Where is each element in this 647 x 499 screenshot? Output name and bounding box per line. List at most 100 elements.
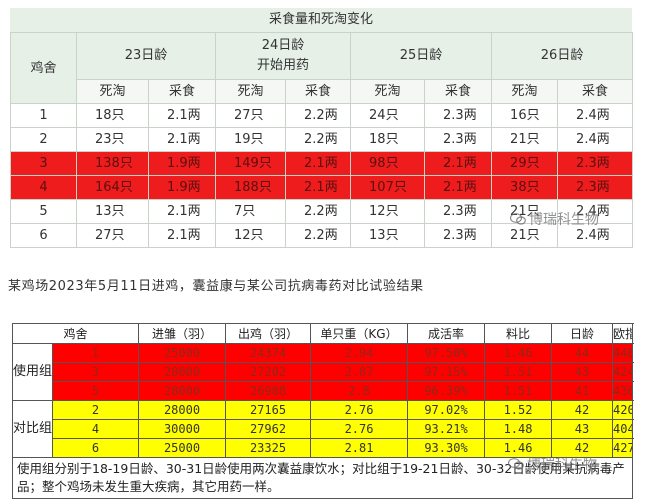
start-medication-note: 开始用药 [257, 58, 310, 73]
death-count-cell: 188只 [215, 175, 287, 200]
results-cell: 97.15% [407, 362, 486, 382]
results-cell: 1.46 [484, 343, 553, 363]
results-cell: 448 [612, 343, 634, 363]
coop-number: 6 [10, 223, 77, 248]
death-count-cell: 107只 [350, 175, 426, 200]
death-count-cell: 23只 [76, 127, 149, 152]
day-label: 26日龄 [540, 48, 584, 63]
day-label: 25日龄 [399, 48, 443, 63]
results-cell: 41 [551, 381, 614, 401]
feed-intake-cell: 2.1两 [147, 223, 217, 248]
results-cell: 28000 [138, 362, 227, 382]
feed-intake-cell: 2.1两 [424, 175, 493, 200]
results-cell: 27202 [225, 362, 312, 382]
control-group-label: 对比组 [12, 400, 53, 458]
results-cell: 43 [551, 419, 614, 439]
results-cell: 93.21% [407, 419, 486, 439]
results-cell: 404 [612, 419, 634, 439]
death-count-cell: 12只 [215, 223, 287, 248]
day-header-24: 24日龄 开始用药 [215, 32, 352, 80]
feed-intake-cell: 2.1两 [424, 151, 493, 176]
day-header-26: 26日龄 [491, 32, 634, 80]
death-count-cell: 18只 [350, 127, 426, 152]
feed-intake-cell: 2.1两 [285, 151, 352, 176]
sub-header-row: 死淘 采食 死淘 采食 死淘 采食 死淘 采食 [11, 79, 634, 104]
death-count-cell: 13只 [350, 223, 426, 248]
feed-intake-cell: 2.3两 [557, 175, 634, 200]
results-cell: 2.94 [310, 343, 409, 363]
results-cell: 28000 [138, 400, 227, 420]
results-cell: 97.50% [407, 343, 486, 363]
results-cell: 2.87 [310, 362, 409, 382]
day-label: 24日龄 [261, 38, 305, 53]
watermark-lower: 博瑞科生物 [508, 454, 597, 474]
results-cell: 427 [612, 438, 634, 458]
coop-row: 2 23只 2.1两 19只 2.2两 18只 2.3两 21只 2.4两 [10, 127, 634, 152]
death-count-cell: 24只 [350, 103, 426, 128]
death-count-cell: 98只 [350, 151, 426, 176]
day-header-23: 23日龄 [75, 32, 217, 80]
death-count-cell: 21只 [491, 223, 559, 248]
coop-header: 鸡舍 [10, 32, 77, 104]
death-header: 死淘 [491, 79, 559, 104]
results-cell: 23325 [225, 438, 312, 458]
results-cell: 2.76 [310, 419, 409, 439]
watermark-text: 博瑞科生物 [527, 457, 597, 473]
death-count-cell: 164只 [76, 175, 149, 200]
results-cell: 2.81 [310, 438, 409, 458]
results-cell: 1.51 [484, 362, 553, 382]
results-column-header: 欧指 [612, 323, 634, 344]
feed-intake-cell: 2.2两 [285, 127, 352, 152]
feed-header: 采食 [147, 79, 217, 104]
feed-mortality-table-panel: 采食量和死淘变化 鸡舍 23日龄 24日龄 开始用药 25日龄 26日龄 死淘 … [10, 8, 634, 248]
results-cell: 420 [612, 400, 634, 420]
feed-intake-cell: 2.4两 [557, 199, 634, 224]
feed-intake-cell: 2.1两 [147, 103, 217, 128]
feed-intake-cell: 2.3两 [557, 151, 634, 176]
results-cell: 44 [551, 343, 614, 363]
feed-mortality-table: 鸡舍 23日龄 24日龄 开始用药 25日龄 26日龄 死淘 采食 死淘 采食 … [10, 32, 634, 248]
feed-intake-cell: 2.1两 [285, 175, 352, 200]
results-cell: 24374 [225, 343, 312, 363]
death-count-cell: 149只 [215, 151, 287, 176]
results-cell: 27165 [225, 400, 312, 420]
results-cell: 1 [51, 343, 140, 363]
results-column-header: 单只重（KG） [310, 323, 409, 344]
watermark-upper: 博瑞科生物 [510, 209, 599, 229]
results-cell: 5 [51, 381, 140, 401]
results-cell: 4 [51, 419, 140, 439]
experiment-caption: 某鸡场2023年5月11日进鸡，囊益康与某公司抗病毒药对比试验结果 [8, 279, 424, 294]
results-cell: 93.30% [407, 438, 486, 458]
results-cell: 2.76 [310, 400, 409, 420]
death-count-cell: 7只 [215, 199, 287, 224]
coop-number: 5 [10, 199, 77, 224]
feed-intake-cell: 1.9两 [147, 151, 217, 176]
feed-intake-cell: 2.4两 [557, 127, 634, 152]
feed-header: 采食 [557, 79, 634, 104]
usage-note: 使用组分别于18-19日龄、30-31日龄使用两次囊益康饮水；对比组于19-21… [11, 457, 634, 499]
results-cell: 1.48 [484, 419, 553, 439]
watermark-text: 博瑞科生物 [529, 212, 599, 228]
death-count-cell: 27只 [76, 223, 149, 248]
results-cell: 27962 [225, 419, 312, 439]
death-count-cell: 12只 [350, 199, 426, 224]
death-count-cell: 21只 [491, 199, 559, 224]
day-label: 23日龄 [124, 48, 168, 63]
death-count-cell: 138只 [76, 151, 149, 176]
death-count-cell: 21只 [491, 127, 559, 152]
death-count-cell: 27只 [215, 103, 287, 128]
feed-intake-cell: 2.2两 [285, 103, 352, 128]
coop-row: 1 18只 2.1两 27只 2.2两 24只 2.3两 16只 2.4两 [10, 103, 634, 128]
death-count-cell: 13只 [76, 199, 149, 224]
results-column-header: 成活率 [407, 323, 486, 344]
death-count-cell: 16只 [491, 103, 559, 128]
results-cell: 2.8 [310, 381, 409, 401]
death-header: 死淘 [76, 79, 149, 104]
feed-header: 采食 [285, 79, 352, 104]
feed-header: 采食 [424, 79, 493, 104]
